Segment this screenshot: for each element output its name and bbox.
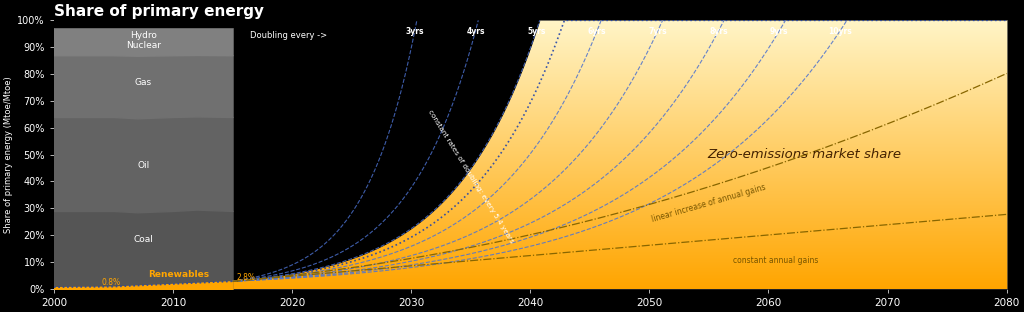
- Text: 9yrs: 9yrs: [770, 27, 788, 36]
- Text: Zero-emissions market share: Zero-emissions market share: [708, 148, 901, 161]
- Text: 6yrs: 6yrs: [588, 27, 606, 36]
- Text: linear increase of annual gains: linear increase of annual gains: [651, 182, 767, 223]
- Text: 10yrs: 10yrs: [828, 27, 852, 36]
- Text: Coal: Coal: [133, 235, 154, 244]
- Text: constant annual gains: constant annual gains: [733, 256, 818, 265]
- Text: 0.8%: 0.8%: [101, 278, 121, 287]
- Text: 8yrs: 8yrs: [710, 27, 728, 36]
- Polygon shape: [232, 20, 540, 281]
- Text: Share of primary energy: Share of primary energy: [54, 4, 264, 19]
- Text: Hydro
Nuclear: Hydro Nuclear: [126, 31, 161, 50]
- Text: Doubling every ->: Doubling every ->: [251, 31, 328, 40]
- Text: 4yrs: 4yrs: [466, 27, 484, 36]
- Text: 7yrs: 7yrs: [648, 27, 667, 36]
- Text: Oil: Oil: [137, 161, 150, 170]
- Text: 3yrs: 3yrs: [406, 27, 424, 36]
- Y-axis label: Share of primary energy (Mtoe/Mtoe): Share of primary energy (Mtoe/Mtoe): [4, 76, 13, 233]
- Text: 2.8%: 2.8%: [237, 273, 255, 282]
- Text: Gas: Gas: [134, 78, 152, 87]
- Text: Renewables: Renewables: [148, 270, 210, 279]
- Text: 5yrs: 5yrs: [527, 27, 546, 36]
- Text: constant rates of doubling: every 5.4 years: constant rates of doubling: every 5.4 ye…: [427, 108, 515, 244]
